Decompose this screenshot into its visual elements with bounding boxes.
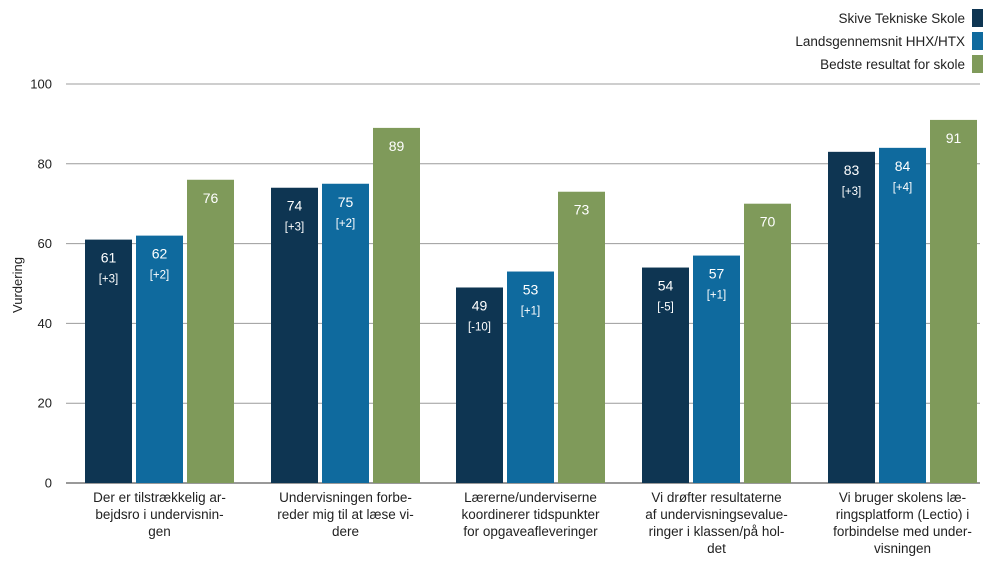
legend-label: Landsgennemsnit HHX/HTX (795, 34, 965, 49)
delta-label: [-10] (468, 321, 491, 333)
data-label: 57 (709, 266, 725, 282)
delta-label: [+2] (336, 218, 356, 230)
category-label: Der er tilstrækkelig ar-bejdsro i underv… (93, 490, 226, 539)
delta-label: [+1] (521, 306, 541, 318)
bar (507, 271, 554, 483)
bar (136, 235, 183, 483)
y-tick-label: 20 (38, 396, 52, 411)
y-tick-label: 100 (30, 77, 52, 92)
bar (373, 127, 420, 483)
legend-label: Skive Tekniske Skole (838, 11, 965, 26)
data-label: 84 (895, 158, 911, 174)
data-label: 91 (946, 130, 962, 146)
y-tick-label: 80 (38, 156, 52, 171)
delta-label: [+3] (285, 222, 305, 234)
category-labels: Der er tilstrækkelig ar-bejdsro i underv… (93, 490, 972, 556)
delta-label: [-5] (657, 302, 674, 314)
legend-swatch (972, 32, 983, 50)
legend: Skive Tekniske Skole Landsgennemsnit HHX/… (795, 9, 983, 73)
data-label: 54 (658, 278, 674, 294)
bar (558, 191, 605, 484)
bar (930, 119, 977, 483)
category-label: Lærerne/underviserne koordinerer tidspunk… (461, 490, 600, 539)
legend-label: Bedste resultat for skole (820, 57, 965, 72)
delta-label: [+3] (842, 186, 862, 198)
data-label: 61 (101, 250, 117, 266)
bar (271, 187, 318, 484)
y-tick-label: 40 (38, 316, 52, 331)
y-axis-ticks: 0 20 40 60 80 100 (30, 77, 52, 491)
y-tick-label: 60 (38, 236, 52, 251)
data-label: 89 (389, 138, 405, 154)
data-label: 73 (574, 202, 590, 218)
y-axis-label: Vurdering (10, 257, 25, 313)
bar (456, 287, 503, 483)
data-label: 49 (472, 297, 488, 313)
bar (85, 239, 132, 483)
bar (322, 183, 369, 483)
category-label: Vi bruger skolens læ-ringsplatform (Lect… (833, 490, 972, 556)
data-label: 75 (338, 194, 354, 210)
data-label: 62 (152, 246, 168, 262)
y-tick-label: 0 (45, 476, 52, 491)
delta-label: [+2] (150, 270, 170, 282)
bars: 61 [+3] 74 [+3] 49 [-10] 54 [-5] 83 [+3] 62 [+2] 75 [… (85, 119, 977, 484)
data-label: 76 (203, 190, 219, 206)
bar (187, 179, 234, 483)
category-label: Vi drøfter resultaterne af undervisningse… (645, 490, 788, 556)
bar (744, 203, 791, 483)
category-label: Undervisningen forbe-reder mig til at læ… (277, 490, 414, 539)
bar (828, 151, 875, 483)
delta-label: [+3] (99, 274, 119, 286)
data-label: 70 (760, 214, 776, 230)
delta-label: [+1] (707, 290, 727, 302)
legend-swatch (972, 55, 983, 73)
data-label: 74 (287, 198, 303, 214)
bar (879, 147, 926, 483)
bar (693, 255, 740, 483)
data-label: 83 (844, 162, 860, 178)
legend-swatch (972, 9, 983, 27)
data-label: 53 (523, 282, 539, 298)
delta-label: [+4] (893, 182, 913, 194)
bar (642, 267, 689, 483)
